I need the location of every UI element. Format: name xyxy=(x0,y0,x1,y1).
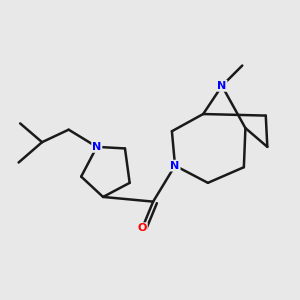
Text: N: N xyxy=(170,160,180,171)
Text: N: N xyxy=(92,142,101,152)
Text: N: N xyxy=(217,81,226,91)
Text: O: O xyxy=(137,223,147,233)
